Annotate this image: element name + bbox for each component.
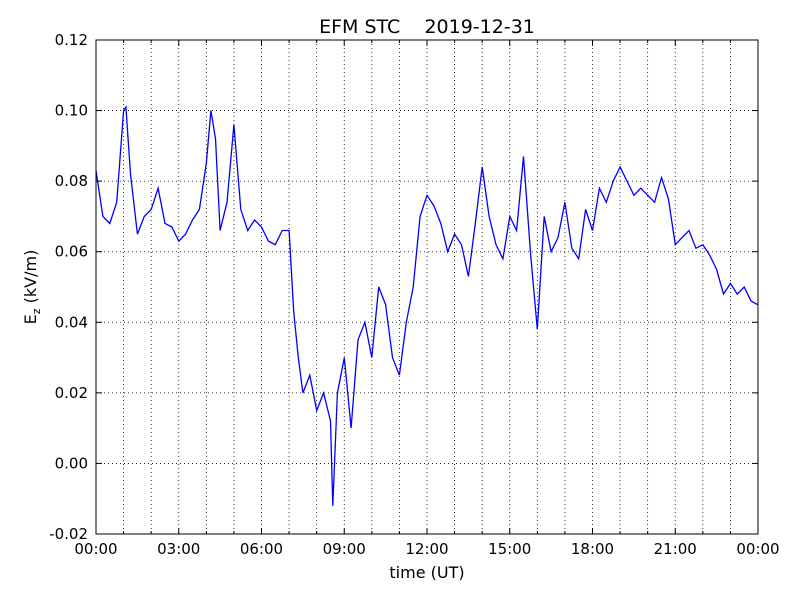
y-tick-label: 0.08 <box>55 172 88 190</box>
y-axis-label-subscript: z <box>30 308 43 314</box>
x-tick-label: 15:00 <box>488 540 531 558</box>
tick-labels: 00:00 03:00 06:00 09:00 12:00 15:00 18:00 21:00… <box>49 31 779 558</box>
y-tick-label: 0.02 <box>55 384 88 402</box>
y-tick-label: -0.02 <box>49 525 88 543</box>
y-tick-label: 0.06 <box>55 243 88 261</box>
x-tick-label: 06:00 <box>240 540 283 558</box>
y-tick-label: 0.12 <box>55 31 88 49</box>
chart-title: EFM STC 2019-12-31 <box>319 16 535 38</box>
axis-ticks <box>95 39 759 535</box>
y-tick-label: 0.04 <box>55 313 88 331</box>
series-line-ez <box>96 104 758 506</box>
y-tick-label: 0.00 <box>55 454 88 472</box>
y-tick-label: 0.10 <box>55 102 88 120</box>
x-tick-label: 12:00 <box>405 540 448 558</box>
x-axis-label: time (UT) <box>389 563 464 582</box>
plot-area <box>96 104 758 506</box>
x-tick-label: 03:00 <box>157 540 200 558</box>
y-axis-label: Ez (kV/m) <box>21 250 43 325</box>
y-axis-label-unit: (kV/m) <box>21 250 40 309</box>
y-axis-label-main: E <box>21 314 40 324</box>
x-tick-label: 21:00 <box>654 540 697 558</box>
x-tick-label: 18:00 <box>571 540 614 558</box>
x-tick-label: 00:00 <box>736 540 779 558</box>
x-tick-label: 00:00 <box>74 540 117 558</box>
x-tick-label: 09:00 <box>323 540 366 558</box>
